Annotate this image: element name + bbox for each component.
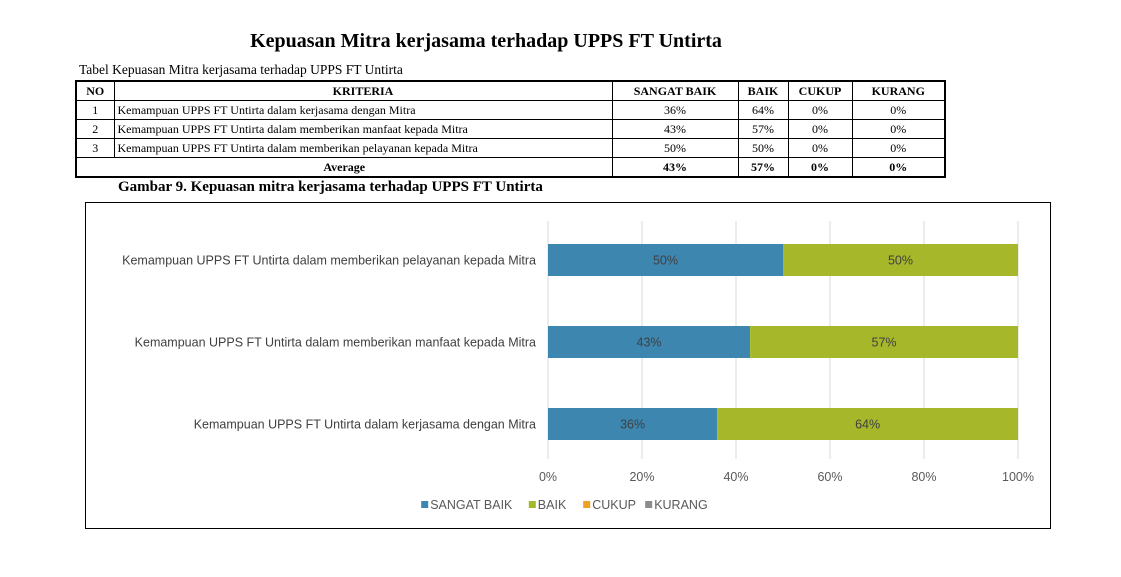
cell-no: 2: [75, 119, 115, 139]
header-sangat-baik: SANGAT BAIK: [611, 80, 739, 101]
cell-kriteria: Kemampuan UPPS FT Untirta dalam kerjasam…: [113, 100, 613, 120]
legend-label: SANGAT BAIK: [430, 498, 513, 512]
data-label: 50%: [653, 254, 678, 268]
legend-label: BAIK: [538, 498, 567, 512]
bar-segment: [548, 244, 783, 276]
cell-kriteria: Kemampuan UPPS FT Untirta dalam memberik…: [113, 119, 613, 139]
average-baik: 57%: [737, 157, 789, 178]
table-row: 3 Kemampuan UPPS FT Untirta dalam member…: [75, 138, 946, 158]
cell-baik: 57%: [737, 119, 789, 139]
x-tick-label: 60%: [817, 470, 842, 484]
chart-frame: 0% 20% 40% 60% 80% 100% Kemampuan UPPS FT Unti…: [85, 202, 1051, 529]
cell-kurang: 0%: [851, 138, 946, 158]
x-tick-label: 40%: [723, 470, 748, 484]
bar-segment: [783, 244, 1018, 276]
legend-swatch: [645, 501, 653, 508]
table-row: 1 Kemampuan UPPS FT Untirta dalam kerjas…: [75, 100, 946, 120]
data-label: 64%: [855, 418, 880, 432]
legend-swatch: [583, 501, 591, 508]
cell-sangat-baik: 43%: [611, 119, 739, 139]
table-row: 2 Kemampuan UPPS FT Untirta dalam member…: [75, 119, 946, 139]
cell-no: 3: [75, 138, 115, 158]
cell-sangat-baik: 50%: [611, 138, 739, 158]
cell-kriteria: Kemampuan UPPS FT Untirta dalam memberik…: [113, 138, 613, 158]
legend-swatch: [421, 501, 429, 508]
category-label: Kemampuan UPPS FT Untirta dalam kerjasam…: [194, 418, 536, 432]
bar-segment: [548, 326, 751, 358]
table-caption: Tabel Kepuasan Mitra kerjasama terhadap …: [79, 62, 403, 77]
header-baik: BAIK: [737, 80, 789, 101]
category-label: Kemampuan UPPS FT Untirta dalam memberik…: [122, 254, 536, 268]
data-label: 43%: [637, 336, 662, 350]
figure-caption: Gambar 9. Kepuasan mitra kerjasama terha…: [118, 179, 543, 195]
bar-segment: [717, 408, 1018, 440]
cell-no: 1: [75, 100, 115, 120]
page-title: Kepuasan Mitra kerjasama terhadap UPPS F…: [250, 30, 722, 52]
average-sangat-baik: 43%: [611, 157, 739, 178]
cell-sangat-baik: 36%: [611, 100, 739, 120]
cell-cukup: 0%: [787, 100, 853, 120]
data-label: 57%: [872, 336, 897, 350]
average-label: Average: [75, 157, 613, 178]
header-kurang: KURANG: [851, 80, 946, 101]
average-cukup: 0%: [787, 157, 853, 178]
legend-swatch: [528, 501, 536, 508]
x-tick-label: 20%: [629, 470, 654, 484]
legend-label: CUKUP: [592, 498, 636, 512]
table-header-row: NO KRITERIA SANGAT BAIK BAIK CUKUP KURAN…: [75, 80, 946, 101]
cell-cukup: 0%: [787, 119, 853, 139]
x-tick-label: 100%: [1002, 470, 1034, 484]
header-no: NO: [75, 80, 115, 101]
bar-segment: [548, 408, 718, 440]
cell-kurang: 0%: [851, 100, 946, 120]
data-label: 36%: [620, 418, 645, 432]
cell-cukup: 0%: [787, 138, 853, 158]
x-tick-label: 80%: [911, 470, 936, 484]
x-tick-label: 0%: [539, 470, 557, 484]
satisfaction-table: NO KRITERIA SANGAT BAIK BAIK CUKUP KURAN…: [75, 80, 946, 178]
header-cukup: CUKUP: [787, 80, 853, 101]
category-label: Kemampuan UPPS FT Untirta dalam memberik…: [135, 336, 536, 350]
bar-segment: [750, 326, 1018, 358]
stacked-bar-chart: 0% 20% 40% 60% 80% 100% Kemampuan UPPS FT Unti…: [122, 221, 1034, 512]
average-kurang: 0%: [851, 157, 946, 178]
cell-baik: 50%: [737, 138, 789, 158]
average-row: Average 43% 57% 0% 0%: [75, 157, 946, 178]
cell-kurang: 0%: [851, 119, 946, 139]
legend-label: KURANG: [654, 498, 707, 512]
header-kriteria: KRITERIA: [113, 80, 613, 101]
cell-baik: 64%: [737, 100, 789, 120]
data-label: 50%: [888, 254, 913, 268]
